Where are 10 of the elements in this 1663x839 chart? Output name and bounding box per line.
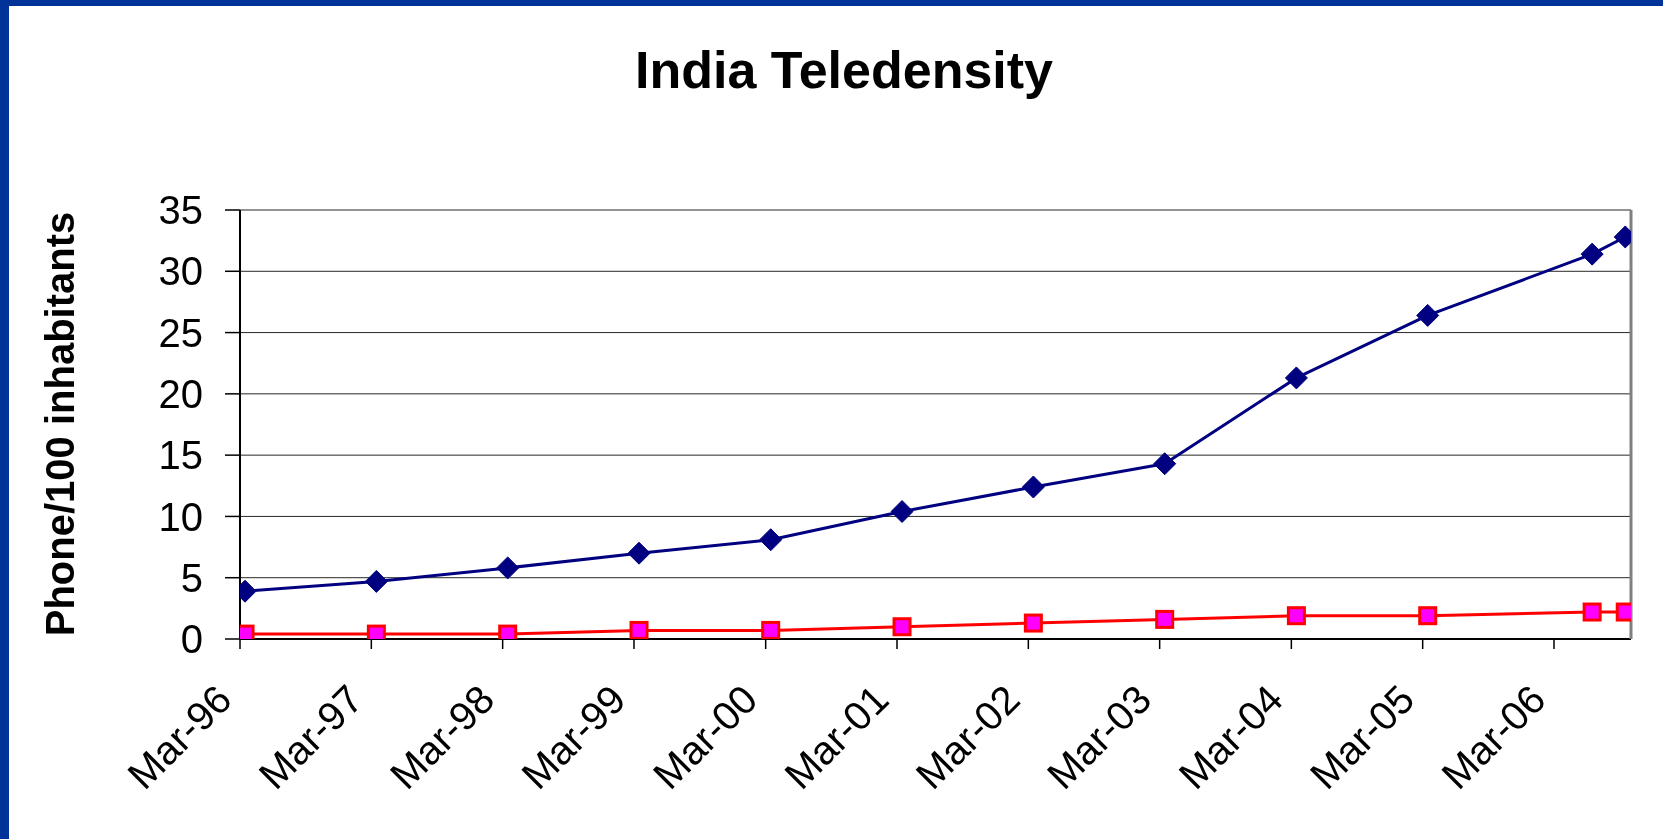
y-tick-label: 5 [180, 555, 203, 600]
y-tick-label: 10 [158, 494, 203, 539]
y-tick-label: 25 [158, 310, 203, 355]
y-tick-label: 15 [158, 433, 203, 478]
y-tick-label: 30 [158, 249, 203, 294]
y-tick-label: 0 [180, 617, 203, 662]
y-tick-label: 20 [158, 372, 203, 417]
y-axis-title: Phone/100 inhabitants [38, 210, 82, 639]
y-tick-label: 35 [158, 188, 203, 233]
chart-title: India Teledensity [634, 41, 1054, 99]
